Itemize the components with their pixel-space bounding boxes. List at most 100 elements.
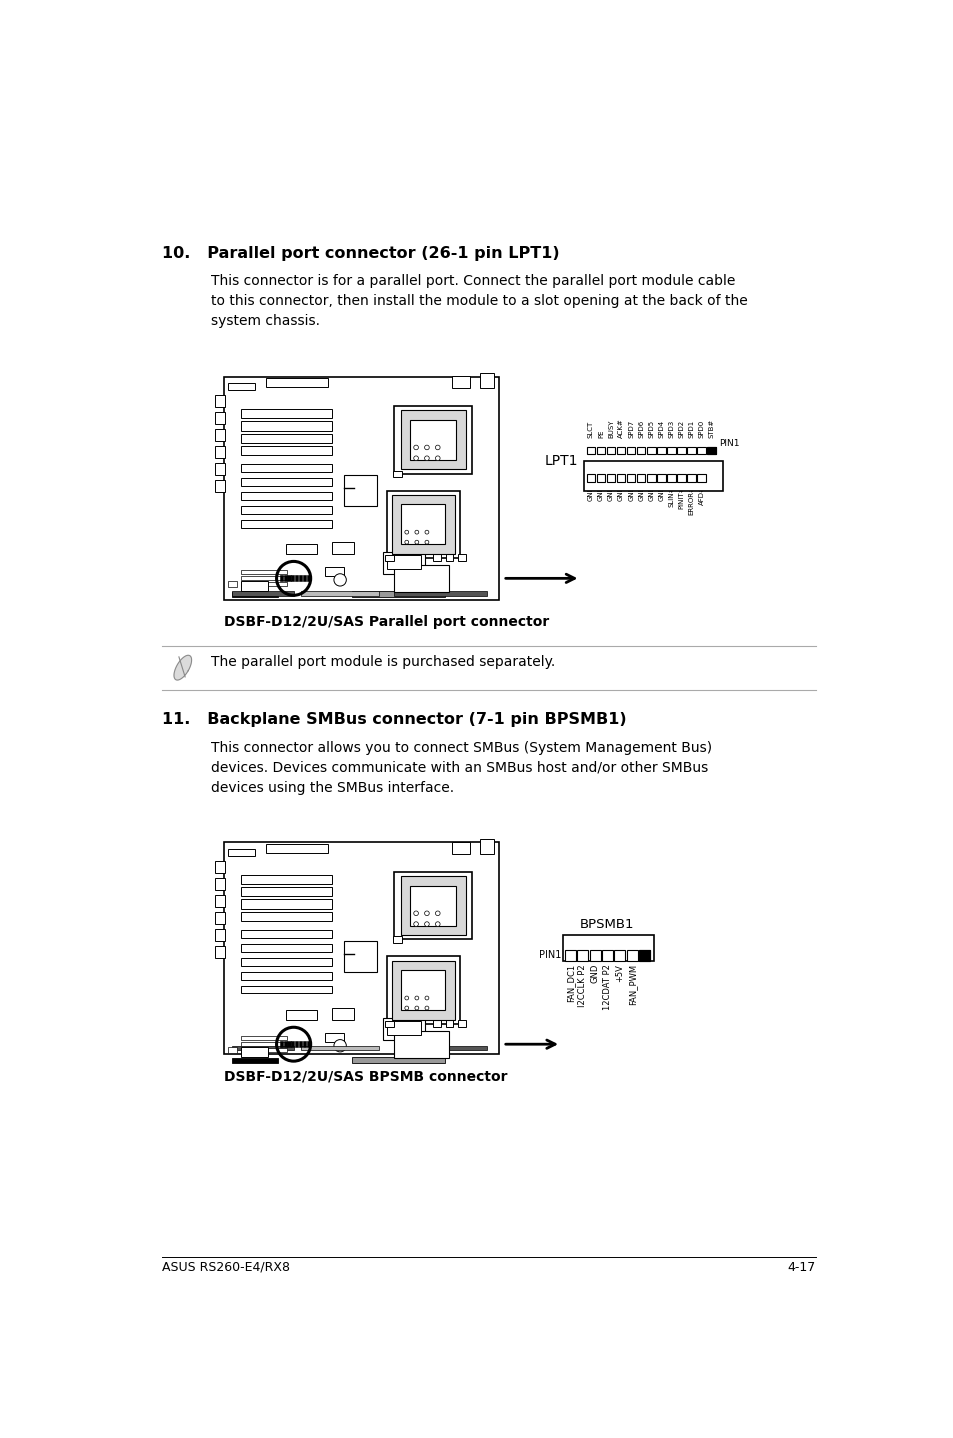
Text: GND: GND <box>658 485 663 500</box>
Bar <box>386 490 459 558</box>
Bar <box>393 470 402 477</box>
Bar <box>324 1032 344 1043</box>
Bar <box>400 971 444 1011</box>
Bar <box>394 565 448 592</box>
Bar <box>214 463 225 475</box>
Text: SPD7: SPD7 <box>627 420 634 439</box>
Text: BPSMB1: BPSMB1 <box>579 917 634 930</box>
Bar <box>657 447 665 454</box>
Bar <box>303 1041 306 1047</box>
Bar <box>301 1045 378 1050</box>
Circle shape <box>435 912 439 916</box>
Bar <box>617 447 624 454</box>
Bar <box>382 1018 425 1040</box>
Bar <box>291 575 294 581</box>
Bar <box>241 408 332 418</box>
Text: SPD0: SPD0 <box>698 420 704 439</box>
Bar <box>707 447 716 454</box>
Bar <box>214 929 225 940</box>
Text: BUSY: BUSY <box>607 420 614 439</box>
Text: PIN1: PIN1 <box>719 439 739 449</box>
Bar <box>646 475 655 482</box>
Bar <box>577 951 587 961</box>
Bar <box>224 377 498 600</box>
Circle shape <box>415 997 418 999</box>
Text: ACK#: ACK# <box>618 418 623 439</box>
Bar <box>214 413 225 424</box>
Bar <box>307 1041 310 1047</box>
Bar <box>452 375 469 388</box>
Bar <box>606 475 615 482</box>
Bar <box>394 406 472 473</box>
Bar <box>241 972 332 979</box>
Circle shape <box>424 997 429 999</box>
Bar <box>214 877 225 890</box>
Bar <box>214 912 225 925</box>
Bar <box>214 429 225 441</box>
Bar <box>386 956 459 1024</box>
Bar <box>241 1043 287 1045</box>
Bar <box>410 420 456 460</box>
Bar <box>479 372 493 388</box>
Bar <box>614 951 624 961</box>
Bar <box>452 841 469 854</box>
Bar <box>393 936 402 942</box>
Bar <box>214 446 225 459</box>
Bar <box>279 575 282 581</box>
Text: STB#: STB# <box>708 418 714 439</box>
Bar <box>564 951 575 961</box>
Bar <box>241 958 332 966</box>
Circle shape <box>404 997 408 999</box>
Bar <box>286 544 316 555</box>
Text: SPD6: SPD6 <box>638 420 643 439</box>
Bar <box>385 1021 394 1027</box>
Bar <box>457 554 465 561</box>
Text: I2CCLK P2: I2CCLK P2 <box>578 963 587 1007</box>
Bar <box>596 447 604 454</box>
Bar <box>392 495 455 554</box>
Bar <box>232 591 294 597</box>
Circle shape <box>424 446 429 450</box>
Text: GND: GND <box>618 485 623 500</box>
Text: 11.   Backplane SMBus connector (7-1 pin BPSMB1): 11. Backplane SMBus connector (7-1 pin B… <box>162 712 626 726</box>
Text: ERROR#: ERROR# <box>688 485 694 515</box>
Circle shape <box>404 531 408 533</box>
Circle shape <box>424 541 429 544</box>
Circle shape <box>435 922 439 926</box>
Bar <box>332 542 354 555</box>
Text: SLCT: SLCT <box>587 421 593 439</box>
Bar <box>707 447 716 454</box>
Bar <box>241 1035 287 1040</box>
Circle shape <box>414 456 418 460</box>
Bar <box>214 480 225 492</box>
Bar <box>479 838 493 854</box>
Bar <box>617 475 624 482</box>
Bar <box>241 492 332 500</box>
Text: GND: GND <box>587 485 593 500</box>
Bar <box>232 592 278 597</box>
Bar <box>332 1008 354 1021</box>
Text: 10.   Parallel port connector (26-1 pin LPT1): 10. Parallel port connector (26-1 pin LP… <box>162 246 558 260</box>
Bar <box>639 951 649 961</box>
Bar <box>241 421 332 430</box>
Bar <box>303 575 306 581</box>
Bar <box>241 582 287 587</box>
Circle shape <box>435 456 439 460</box>
Bar <box>241 912 332 920</box>
Bar <box>666 447 675 454</box>
Bar <box>294 575 298 581</box>
Circle shape <box>424 922 429 926</box>
Bar <box>228 1047 236 1053</box>
Bar <box>324 567 344 577</box>
Bar <box>639 951 649 961</box>
Circle shape <box>435 446 439 450</box>
Bar <box>266 844 328 853</box>
Bar <box>677 475 685 482</box>
Bar <box>241 899 332 909</box>
Bar <box>344 940 376 972</box>
Bar <box>392 961 455 1020</box>
Bar <box>596 475 604 482</box>
Bar <box>697 447 705 454</box>
Text: DSBF-D12/2U/SAS Parallel port connector: DSBF-D12/2U/SAS Parallel port connector <box>224 615 549 630</box>
Bar <box>232 1045 294 1050</box>
